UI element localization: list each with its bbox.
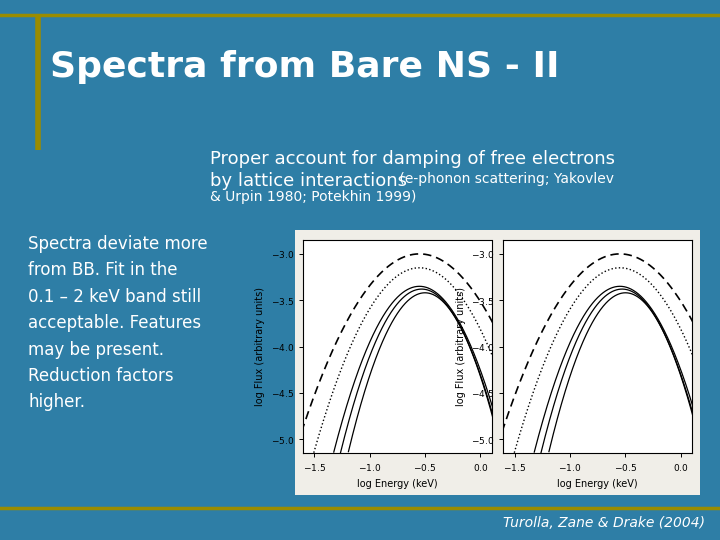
Y-axis label: log Flux (arbitrary units): log Flux (arbitrary units)	[456, 287, 466, 406]
X-axis label: log Energy (keV): log Energy (keV)	[557, 478, 638, 489]
X-axis label: log Energy (keV): log Energy (keV)	[357, 478, 438, 489]
Y-axis label: log Flux (arbitrary units): log Flux (arbitrary units)	[255, 287, 265, 406]
Text: Turolla, Zane & Drake (2004): Turolla, Zane & Drake (2004)	[503, 516, 705, 530]
Text: Spectra deviate more
from BB. Fit in the
0.1 – 2 keV band still
acceptable. Feat: Spectra deviate more from BB. Fit in the…	[28, 235, 207, 411]
Text: & Urpin 1980; Potekhin 1999): & Urpin 1980; Potekhin 1999)	[210, 190, 416, 204]
Text: by lattice interactions: by lattice interactions	[210, 172, 407, 190]
Text: (e-phonon scattering; Yakovlev: (e-phonon scattering; Yakovlev	[395, 172, 614, 186]
Text: Proper account for damping of free electrons: Proper account for damping of free elect…	[210, 150, 615, 168]
Text: Spectra from Bare NS - II: Spectra from Bare NS - II	[50, 50, 559, 84]
Bar	[295, 230, 700, 495]
